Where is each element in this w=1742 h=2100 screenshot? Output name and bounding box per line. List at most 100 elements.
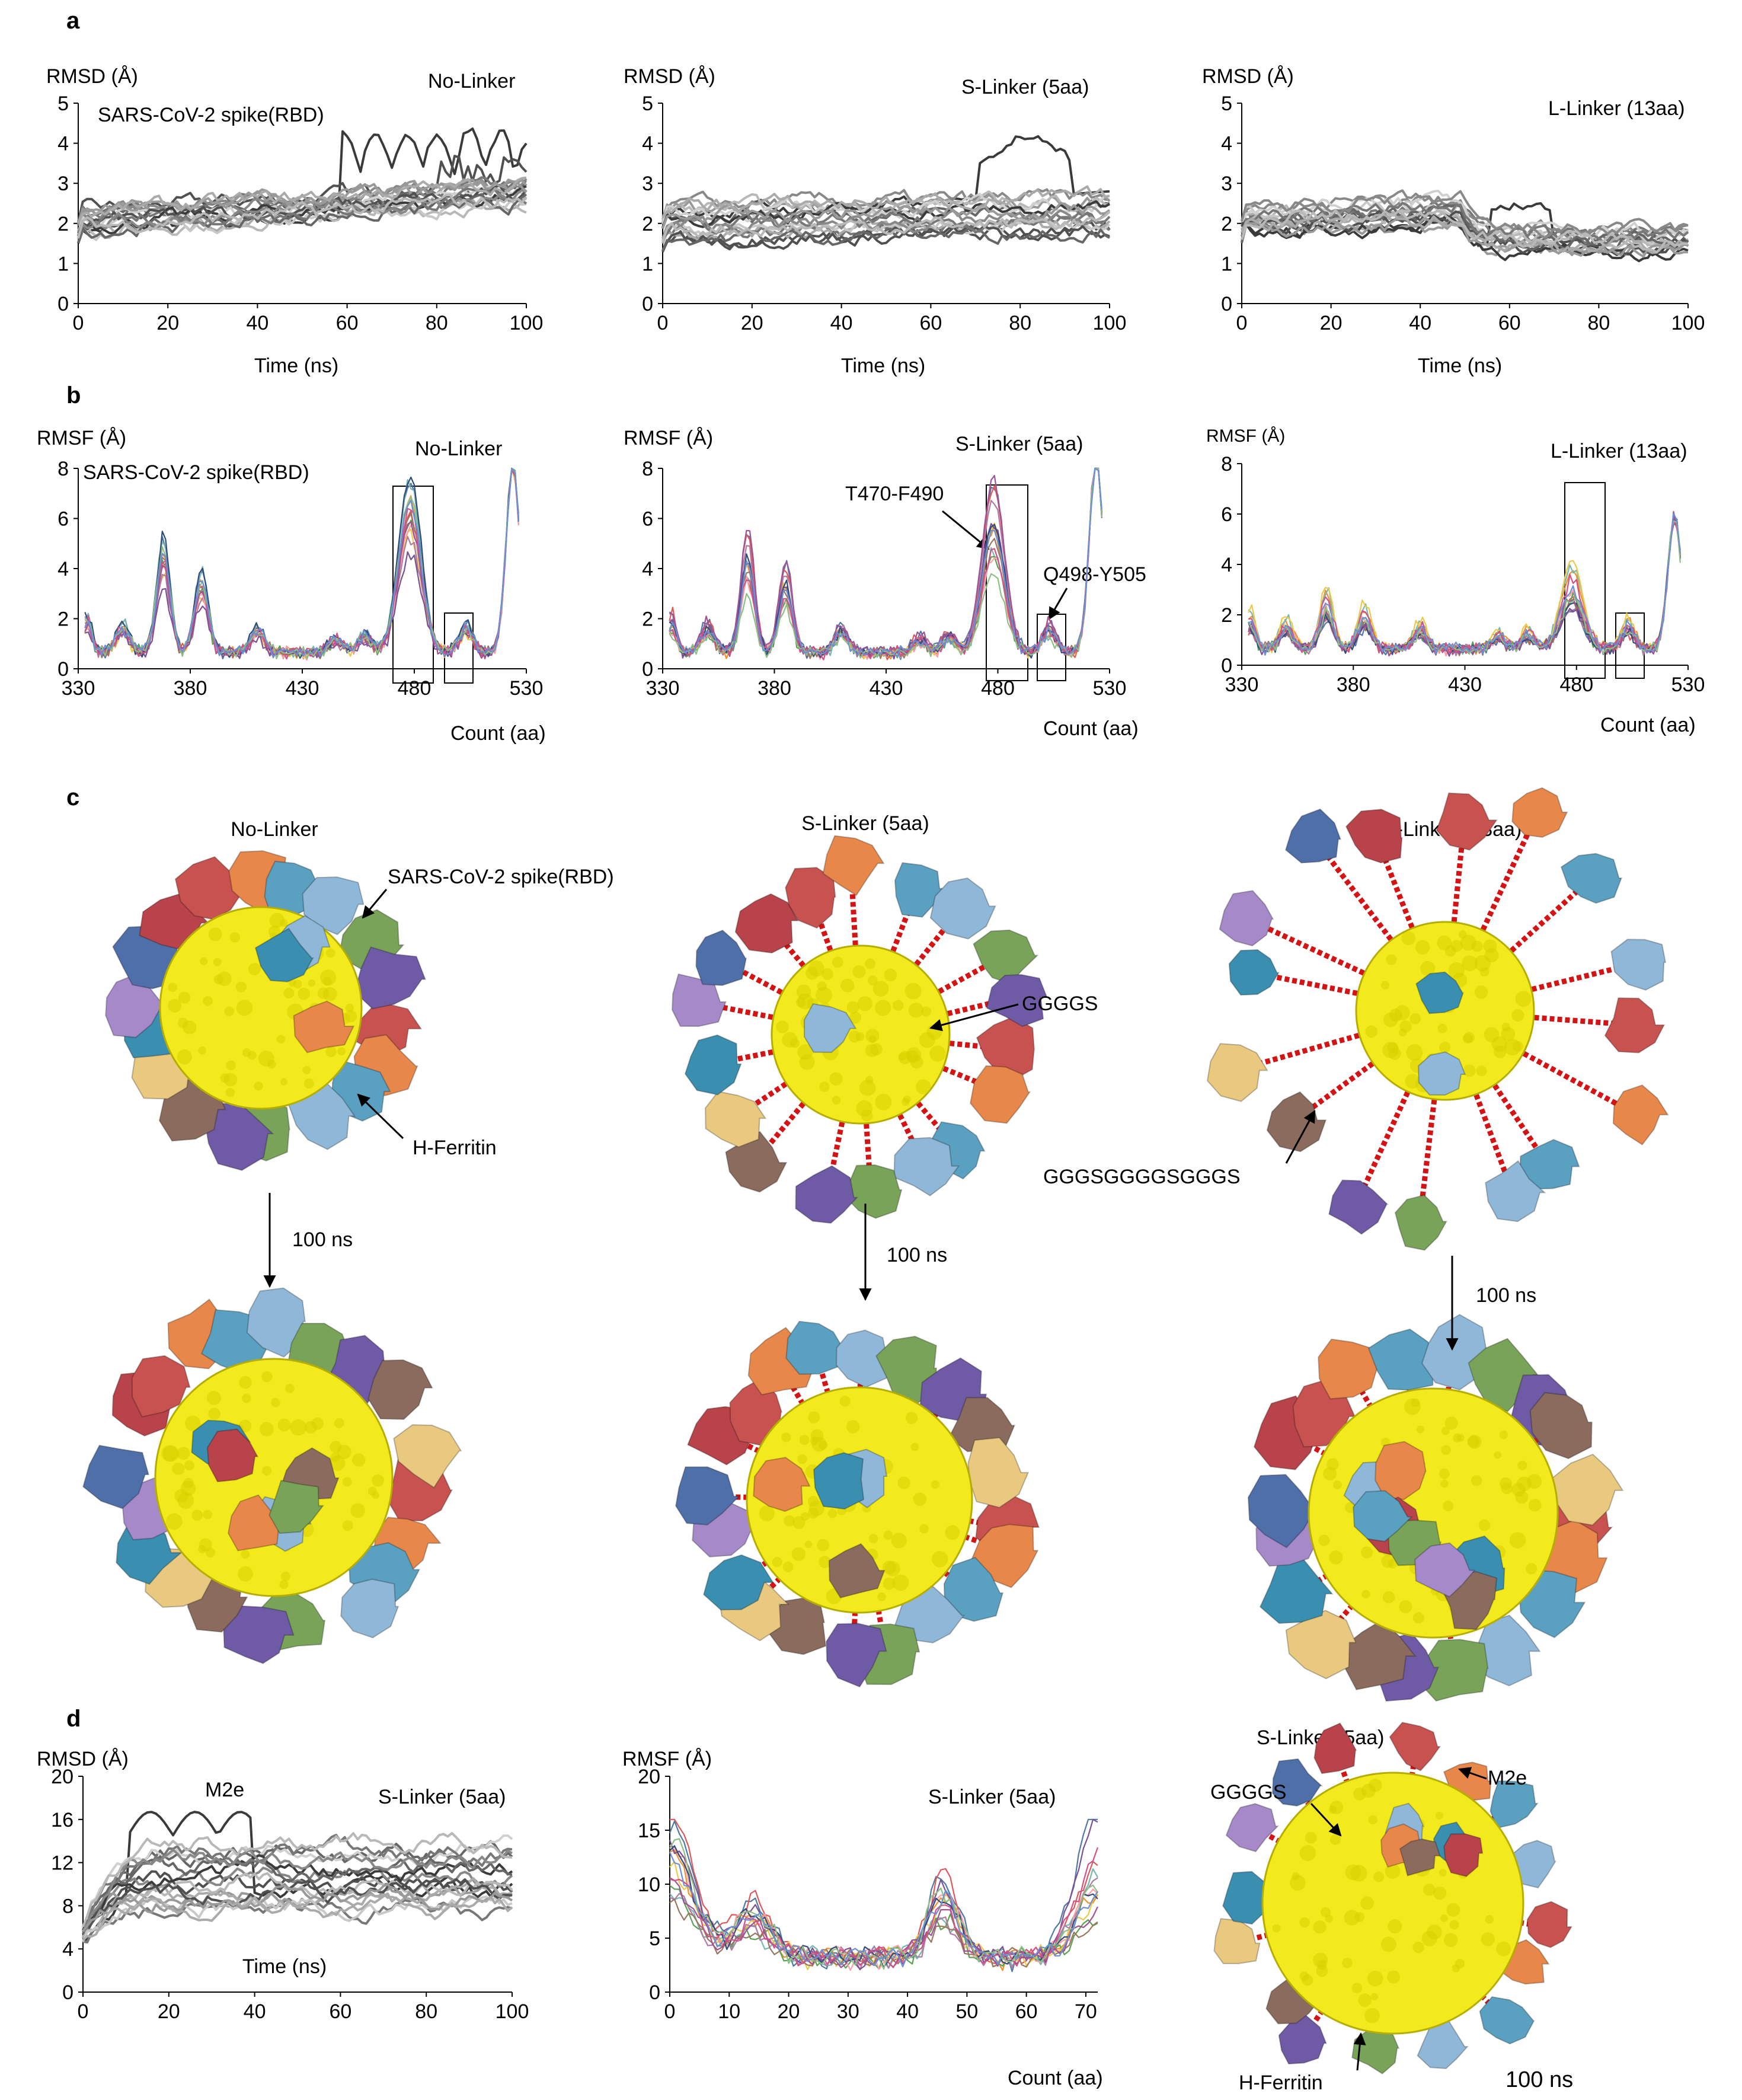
ferritin-texture xyxy=(782,1032,798,1048)
rmsf-trajectory xyxy=(669,1852,1098,1968)
ferritin-texture xyxy=(344,1010,357,1023)
surface-domain xyxy=(1353,1490,1413,1542)
rmsd-chart-s-linker: RMSD (Å) S-Linker (5aa) Time (ns) 0 20 40 6… xyxy=(624,65,1126,377)
variant-label: S-Linker (5aa) xyxy=(928,1786,1056,1808)
ferritin-texture xyxy=(1439,1468,1450,1479)
ferritin-texture xyxy=(799,1054,815,1070)
ferritin-texture xyxy=(908,1003,924,1018)
x-tick-label: 430 xyxy=(870,677,903,700)
ferritin-texture xyxy=(1373,1871,1385,1882)
rbd-domain xyxy=(1471,1614,1541,1687)
ferritin-texture xyxy=(200,957,208,965)
ferritin-texture xyxy=(1415,940,1430,955)
linker-peptide xyxy=(763,1096,811,1151)
ferritin-texture xyxy=(352,1453,366,1467)
x-tick-label: 480 xyxy=(1559,674,1593,696)
ferritin-texture xyxy=(904,982,922,1000)
x-tick-label: 10 xyxy=(718,2000,740,2023)
ferritin-texture xyxy=(1412,1941,1424,1954)
ferritin-texture xyxy=(1441,1426,1450,1435)
ferritin-texture xyxy=(1342,1958,1353,1968)
surface-domain xyxy=(269,1480,325,1534)
rmsf-trajectory xyxy=(1248,511,1681,657)
rbd-domain xyxy=(82,1444,150,1509)
x-axis-label: Time (ns) xyxy=(254,355,338,377)
ferritin-texture xyxy=(1382,1591,1395,1604)
ferritin-texture xyxy=(784,1515,795,1527)
ferritin-texture xyxy=(345,1003,354,1012)
ferritin-texture xyxy=(206,1391,221,1405)
ferritin-texture xyxy=(236,1000,253,1016)
rmsd-trajectory xyxy=(82,1832,513,1927)
ferritin-texture xyxy=(1329,1801,1344,1814)
ferritin-texture xyxy=(1323,1467,1337,1481)
ferritin-texture xyxy=(178,991,191,1004)
y-tick-label: 16 xyxy=(51,1809,73,1831)
x-tick-label: 430 xyxy=(1448,674,1482,696)
m2e-annotation: M2e xyxy=(1488,1767,1527,1789)
x-tick-label: 0 xyxy=(78,2000,89,2023)
ferritin-texture xyxy=(1329,1550,1343,1565)
rbd-domain xyxy=(246,1287,306,1358)
ferritin-texture xyxy=(261,1371,273,1383)
ferritin-texture xyxy=(342,1477,352,1487)
ferritin-texture xyxy=(868,1534,878,1543)
rbd-domain xyxy=(893,1137,960,1196)
ferritin-texture xyxy=(1361,1546,1373,1559)
rmsf-trajectory xyxy=(1248,520,1681,655)
ferritin-texture xyxy=(817,1539,830,1552)
rmsf-trajectory xyxy=(669,1838,1098,1970)
ferritin-texture xyxy=(801,1512,810,1521)
ferritin-texture xyxy=(1321,1907,1331,1917)
surface-domain xyxy=(813,1452,865,1510)
y-tick-label: 4 xyxy=(57,558,69,580)
ferritin-texture xyxy=(225,1087,235,1097)
ferritin-texture xyxy=(921,1006,932,1017)
ferritin-texture xyxy=(877,1592,886,1601)
rbd-domain xyxy=(1612,1084,1669,1145)
rmsd-trajectory xyxy=(661,209,1110,239)
ferritin-texture xyxy=(804,1540,813,1549)
rmsd-trajectory xyxy=(82,1878,513,1933)
ferritin-texture xyxy=(1361,1590,1370,1599)
ferritin-texture xyxy=(1463,1064,1476,1077)
ferritin-texture xyxy=(1511,1482,1526,1497)
ferritin-texture xyxy=(208,1408,221,1421)
rmsd-trajectory xyxy=(1241,215,1689,258)
ferritin-texture xyxy=(1479,967,1490,977)
ferritin-texture xyxy=(931,1550,948,1568)
y-tick-label: 4 xyxy=(642,558,653,580)
ferritin-texture xyxy=(1318,1534,1330,1546)
t470-label: T470-F490 xyxy=(845,483,944,505)
ferritin-texture xyxy=(285,1383,295,1393)
x-tick-label: 40 xyxy=(896,2000,919,2023)
ferritin-texture xyxy=(337,1047,346,1056)
y-tick-label: 2 xyxy=(1221,604,1232,627)
rbd-domain xyxy=(1519,1139,1580,1190)
rbd-domain xyxy=(929,877,996,940)
x-tick-label: 60 xyxy=(329,2000,351,2023)
ferritin-texture xyxy=(226,1060,236,1071)
ferritin-texture xyxy=(867,975,878,985)
ferritin-texture xyxy=(865,1075,874,1084)
ferritin-texture xyxy=(1329,1834,1341,1845)
ferritin-texture xyxy=(1485,1915,1494,1924)
particle-l-linker-100ns xyxy=(1247,1314,1624,1702)
ferritin-texture xyxy=(1380,1936,1396,1952)
variant-label: L-Linker (13aa) xyxy=(1548,97,1685,120)
rbd-domain xyxy=(1271,1758,1324,1807)
ferritin-texture xyxy=(1435,1811,1443,1820)
rbd-label: SARS-CoV-2 spike(RBD) xyxy=(98,104,324,126)
ferritin-texture xyxy=(1299,1917,1310,1928)
ferritin-texture xyxy=(1501,1482,1513,1495)
y-tick-label: 8 xyxy=(57,458,69,480)
surface-domain xyxy=(206,1428,259,1483)
ferritin-texture xyxy=(1462,955,1478,972)
rmsd-chart-l-linker: RMSD (Å) L-Linker (13aa) Time (ns) 0 20 40… xyxy=(1202,65,1705,377)
rmsf-trajectory xyxy=(669,1818,1098,1970)
q498-label: Q498-Y505 xyxy=(1043,563,1146,586)
ferritin-texture xyxy=(1443,1501,1453,1512)
ferritin-texture xyxy=(1439,1042,1451,1054)
ferritin-texture xyxy=(822,968,833,980)
y-tick-label: 0 xyxy=(642,293,653,315)
